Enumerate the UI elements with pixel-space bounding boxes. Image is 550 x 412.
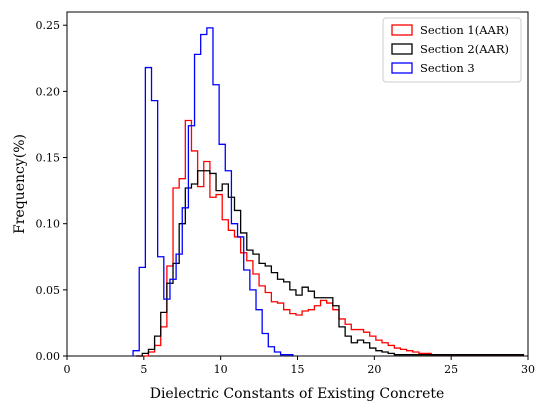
y-tick-label: 0.25 (36, 19, 61, 32)
y-tick-label: 0.15 (36, 152, 61, 165)
legend-swatch-3 (391, 62, 413, 74)
series-line-2 (136, 170, 525, 357)
series-line-1 (136, 119, 525, 357)
x-tick-label: 25 (444, 363, 458, 376)
y-tick-label: 0.20 (36, 85, 61, 98)
x-tick-label: 20 (367, 363, 381, 376)
legend-label-1: Section 1(AAR) (420, 23, 509, 37)
x-tick-label: 10 (214, 363, 228, 376)
series-line-3 (132, 27, 294, 356)
y-tick-label: 0.00 (36, 350, 61, 363)
y-tick-label: 0.05 (36, 284, 61, 297)
legend-label-3: Section 3 (420, 61, 475, 75)
x-axis-ticks: 0 5 10 15 20 25 30 (64, 356, 535, 376)
series-layer (132, 27, 525, 357)
legend-box (382, 17, 522, 83)
y-axis-title: Frequency(%) (12, 134, 28, 234)
x-tick-label: 0 (64, 363, 71, 376)
legend: Section 1(AAR) Section 2(AAR) Section 3 (382, 17, 522, 83)
legend-label-2: Section 2(AAR) (420, 42, 509, 56)
x-tick-label: 15 (291, 363, 305, 376)
legend-swatch-1 (391, 24, 413, 36)
x-axis-title: Dielectric Constants of Existing Concret… (150, 386, 445, 402)
y-axis-ticks: 0.00 0.05 0.10 0.15 0.20 0.25 (36, 19, 67, 363)
legend-swatch-2 (391, 43, 413, 55)
x-tick-label: 5 (140, 363, 147, 376)
x-tick-label: 30 (521, 363, 535, 376)
y-tick-label: 0.10 (36, 218, 61, 231)
